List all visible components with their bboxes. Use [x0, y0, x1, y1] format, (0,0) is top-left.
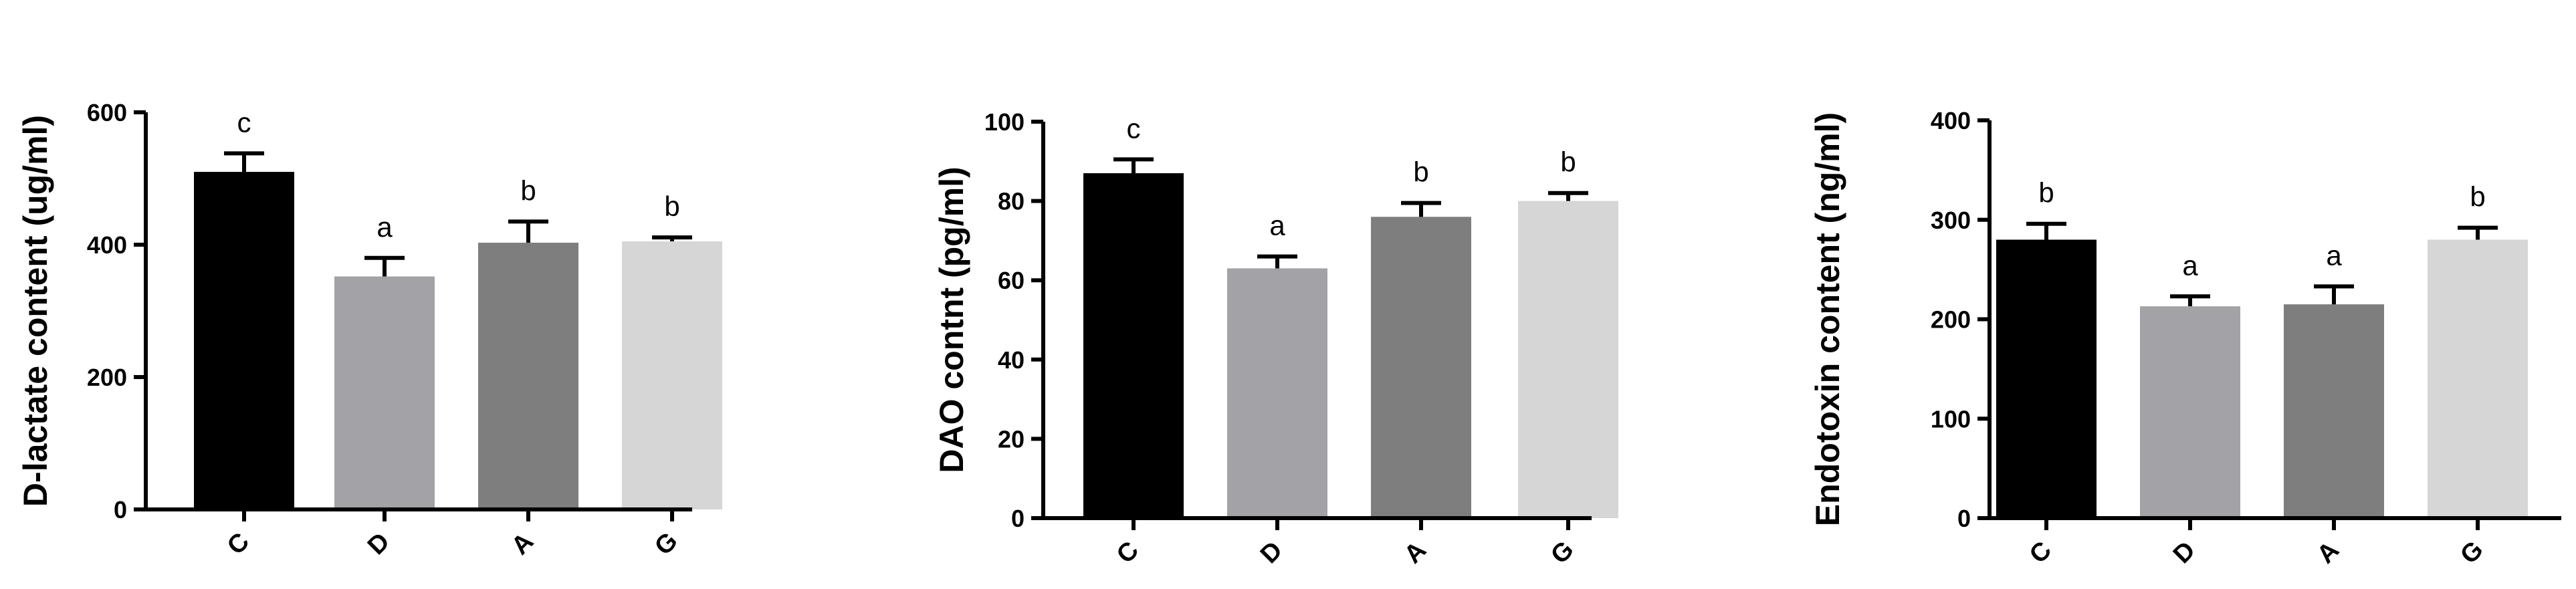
x-tick-label-G: G: [1545, 536, 1580, 570]
bar-G: [1518, 201, 1618, 518]
bar-A: [1371, 217, 1471, 518]
x-tick-label-G: G: [2455, 536, 2489, 570]
x-tick-label-D: D: [1255, 536, 1288, 569]
y-tick-label: 60: [998, 267, 1025, 294]
y-tick-label: 0: [1957, 505, 1971, 532]
y-tick-label: 100: [1931, 405, 1971, 433]
y-tick-label: 100: [984, 108, 1025, 136]
x-tick-label-D: D: [2168, 536, 2201, 569]
error-bar-A: [508, 219, 548, 243]
x-tick-label-C: C: [2024, 536, 2057, 569]
bar-G: [2428, 239, 2528, 518]
y-tick-label: 200: [87, 364, 127, 391]
significance-label-A: b: [1413, 156, 1428, 188]
bar-D: [2140, 306, 2240, 518]
significance-label-G: b: [1560, 146, 1576, 178]
y-tick-label: 400: [1931, 107, 1971, 134]
x-tick-label-C: C: [1111, 536, 1144, 569]
y-axis-title: D-lactate content (ug/ml): [17, 115, 54, 507]
bar-D: [334, 276, 435, 509]
x-tick-label-G: G: [649, 527, 683, 561]
x-tick-label-C: C: [222, 527, 255, 560]
error-bar-A: [2314, 284, 2354, 305]
y-tick-label: 20: [998, 425, 1025, 453]
panel-endotoxin: b a a b 0 100 200 300 400 C D A G Endotoxin content (…: [1809, 107, 2561, 570]
x-tick-label-D: D: [362, 527, 395, 560]
y-tick-label: 400: [87, 231, 127, 259]
bar-D: [1227, 268, 1327, 518]
panel-dao: c a b b 0 20 40 60 80 100 C D A G DAO contnt (pg/ml): [933, 108, 1618, 570]
significance-label-D: a: [377, 211, 393, 243]
bar-G: [622, 241, 722, 509]
y-tick-label: 0: [114, 496, 127, 523]
error-bar-D: [364, 255, 405, 277]
error-bar-D: [2170, 294, 2210, 307]
significance-label-C: c: [1127, 112, 1141, 144]
error-bar-C: [1113, 157, 1154, 174]
bar-A: [478, 243, 578, 509]
bar-C: [1996, 239, 2097, 518]
error-bar-A: [1401, 201, 1441, 217]
y-tick-label: 80: [998, 188, 1025, 215]
bar-A: [2284, 304, 2384, 518]
error-bar-C: [2026, 221, 2066, 240]
y-tick-label: 200: [1931, 306, 1971, 334]
bar-C: [194, 172, 294, 509]
significance-label-D: a: [2182, 249, 2198, 281]
significance-label-C: c: [237, 106, 251, 138]
significance-label-G: b: [2470, 181, 2485, 213]
error-bar-G: [2458, 225, 2498, 240]
error-bar-D: [1257, 254, 1297, 269]
x-tick-label-A: A: [1399, 536, 1432, 569]
x-tick-label-A: A: [506, 527, 539, 560]
y-tick-label: 40: [998, 346, 1025, 374]
panel-d-lactate: c a b b 0 200 400 600 C D A G D-lactate content (ug/…: [17, 99, 722, 561]
significance-label-A: b: [520, 174, 536, 206]
bar-C: [1083, 173, 1184, 519]
error-bar-G: [652, 235, 692, 242]
significance-label-D: a: [1269, 210, 1285, 241]
y-axis-title: DAO contnt (pg/ml): [933, 166, 970, 473]
y-tick-label: 300: [1931, 207, 1971, 234]
y-tick-label: 0: [1011, 505, 1025, 532]
error-bar-C: [224, 151, 264, 172]
y-axis-title: Endotoxin content (ng/ml): [1809, 112, 1846, 526]
significance-label-A: a: [2326, 239, 2342, 271]
y-tick-label: 600: [87, 99, 127, 126]
x-tick-label-A: A: [2312, 536, 2345, 569]
significance-label-C: b: [2038, 177, 2054, 209]
error-bar-G: [1548, 191, 1588, 201]
significance-label-G: b: [664, 191, 679, 222]
